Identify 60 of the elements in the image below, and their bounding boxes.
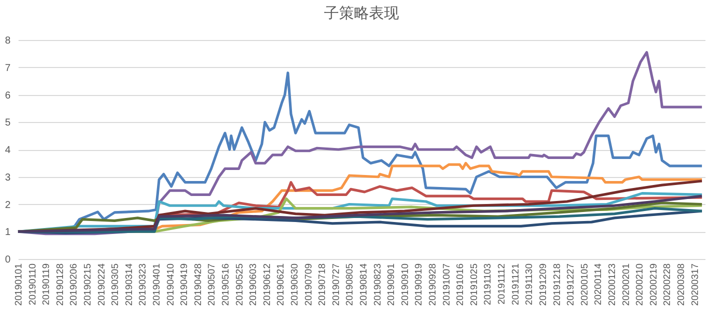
x-tick-label: 20190603 <box>248 264 260 306</box>
x-tick-label: 20200228 <box>662 264 674 306</box>
x-tick-label: 20190419 <box>179 264 190 306</box>
x-tick-label: 20200114 <box>593 264 604 306</box>
x-tick-label: 20191218 <box>552 264 563 306</box>
chart-title: 子策略表现 <box>324 5 399 22</box>
x-tick-label: 20190101 <box>14 264 24 306</box>
y-tick-label: 3 <box>4 172 11 184</box>
x-tick-label: 20200308 <box>676 264 687 306</box>
y-tick-label: 8 <box>4 36 11 46</box>
x-tick-label: 20190428 <box>192 264 204 306</box>
x-tick-label: 20190507 <box>206 264 218 306</box>
y-tick-label: 2 <box>4 200 11 211</box>
x-tick-label: 20190215 <box>82 264 94 306</box>
y-tick-label: 5 <box>4 118 11 129</box>
x-tick-label: 20200219 <box>648 264 660 306</box>
x-tick-label: 20190516 <box>220 264 232 306</box>
x-tick-label: 20200123 <box>606 264 618 306</box>
x-tick-label: 20190630 <box>290 264 301 306</box>
x-tick-label: 20190901 <box>386 264 398 306</box>
x-tick-label: 20190727 <box>330 264 342 306</box>
x-tick-label: 20191121 <box>510 264 522 306</box>
x-tick-label: 20190814 <box>358 264 370 306</box>
y-tick-label: 6 <box>4 90 11 102</box>
x-tick-label: 20190401 <box>152 264 163 306</box>
x-tick-label: 20191103 <box>482 264 494 306</box>
y-tick-label: 1 <box>4 227 11 238</box>
x-tick-label: 20191227 <box>566 264 577 306</box>
x-tick-label: 20190314 <box>124 264 135 306</box>
x-tick-label: 20190305 <box>110 264 122 306</box>
x-tick-label: 20190928 <box>428 264 439 306</box>
x-tick-label: 20200105 <box>579 264 590 306</box>
x-tick-label: 20191112 <box>496 264 508 304</box>
x-tick-label: 20190718 <box>317 264 328 306</box>
x-tick-label: 20190128 <box>54 264 66 306</box>
x-tick-label: 20191007 <box>441 264 452 306</box>
x-tick-label: 20190621 <box>276 264 287 306</box>
x-tick-label: 20191025 <box>468 264 480 306</box>
x-tick-label: 20190110 <box>27 264 38 306</box>
x-tick-label: 20190612 <box>262 264 273 306</box>
x-tick-label: 20200201 <box>620 264 632 306</box>
x-tick-label: 20191209 <box>538 264 549 306</box>
x-tick-label: 20191130 <box>524 264 536 306</box>
x-tick-label: 20191016 <box>455 264 466 306</box>
x-tick-label: 20190805 <box>344 264 356 306</box>
x-tick-label: 20190323 <box>138 264 149 306</box>
x-tick-label: 20190823 <box>372 264 384 306</box>
x-tick-label: 20200317 <box>690 264 701 306</box>
x-tick-label: 20190206 <box>68 264 80 306</box>
x-tick-label: 20190119 <box>41 264 52 306</box>
x-tick-label: 20200210 <box>634 264 646 306</box>
x-tick-label: 20190919 <box>414 264 425 306</box>
x-tick-label: 20190709 <box>303 264 314 306</box>
y-tick-label: 4 <box>4 145 11 156</box>
y-tick-label: 0 <box>4 254 11 266</box>
x-tick-label: 20190224 <box>96 264 108 306</box>
x-tick-label: 20190910 <box>400 264 411 306</box>
x-tick-label: 20190410 <box>165 264 176 306</box>
x-tick-label: 20190525 <box>234 264 246 306</box>
y-tick-label: 7 <box>4 62 11 74</box>
